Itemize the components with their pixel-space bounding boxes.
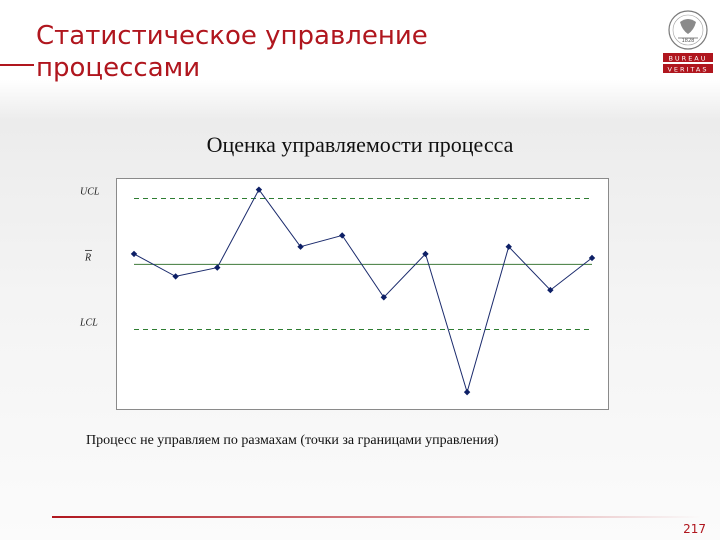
control-label-lcl: LCL bbox=[79, 317, 98, 328]
data-point bbox=[547, 286, 554, 294]
data-point bbox=[338, 232, 346, 239]
slide-subtitle: Карты Шухарта bbox=[492, 26, 676, 51]
slide-title: Статистическое управление процессами bbox=[36, 21, 428, 83]
data-point bbox=[214, 264, 221, 271]
data-point bbox=[172, 273, 179, 280]
data-point bbox=[588, 254, 596, 262]
series-line bbox=[133, 188, 593, 394]
title-separator bbox=[0, 64, 34, 66]
chart-caption: Процесс не управляем по размахам (точки … bbox=[86, 433, 499, 448]
chart-title: Оценка управляемости процесса bbox=[206, 132, 514, 157]
data-point bbox=[297, 243, 304, 250]
data-point bbox=[255, 186, 263, 193]
data-point bbox=[422, 250, 429, 258]
page-number: 217 bbox=[683, 522, 706, 536]
control-label-r: R bbox=[84, 252, 91, 263]
logo-line1: BUREAU bbox=[668, 55, 707, 63]
data-point bbox=[505, 243, 512, 250]
bureau-veritas-logo: 1828 BUREAU VERITAS bbox=[663, 10, 713, 74]
data-point bbox=[463, 388, 471, 396]
logo-year: 1828 bbox=[682, 38, 695, 44]
data-point bbox=[380, 294, 388, 301]
data-point bbox=[130, 250, 138, 258]
footer-line bbox=[52, 516, 702, 518]
plot-area bbox=[116, 178, 609, 410]
logo-line2: VERITAS bbox=[667, 66, 708, 74]
control-label-ucl: UCL bbox=[80, 186, 100, 197]
